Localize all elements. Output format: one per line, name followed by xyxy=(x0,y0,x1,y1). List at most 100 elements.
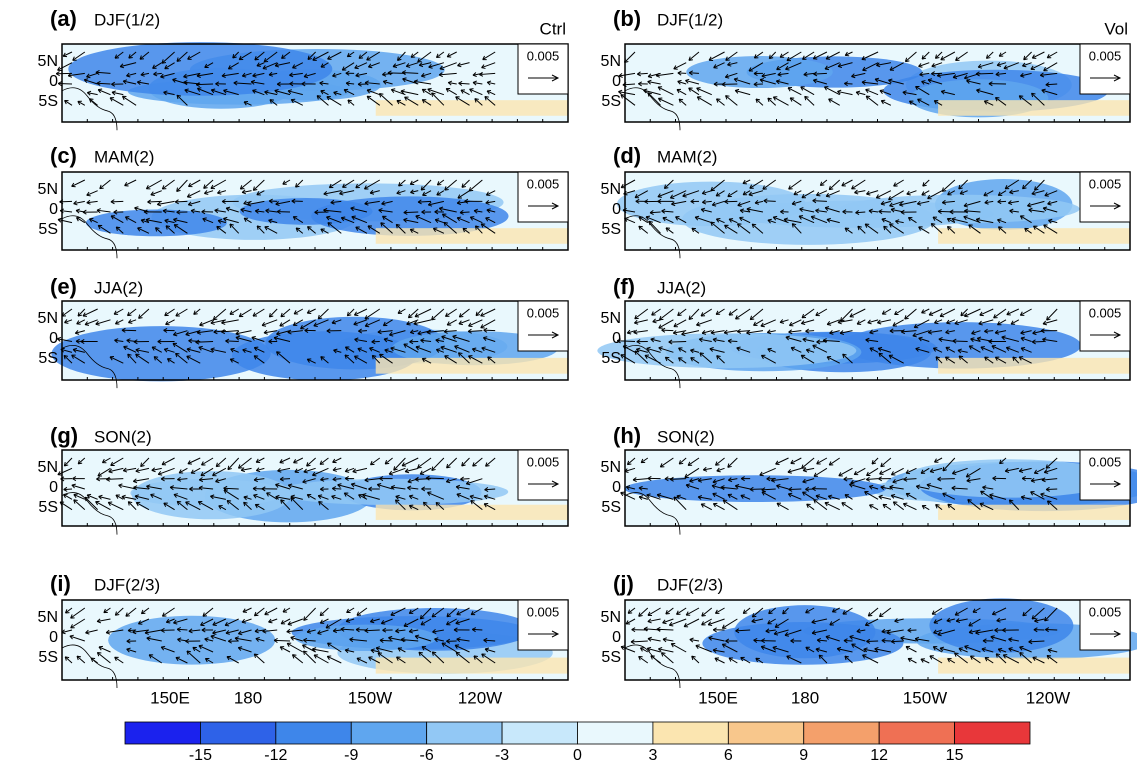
wind-vector xyxy=(225,341,238,342)
colorbar-tick-label: -3 xyxy=(495,747,509,764)
wind-vector xyxy=(891,641,903,642)
panel-title: SON(2) xyxy=(657,427,715,446)
run-label: Ctrl xyxy=(540,19,566,38)
panel-label: (g) xyxy=(50,423,78,448)
shading xyxy=(938,358,1130,374)
colorbar-tick-label: -12 xyxy=(264,747,287,764)
lon-label: 180 xyxy=(791,688,819,707)
colorbar-tick-label: 15 xyxy=(946,747,964,764)
panel-title: JJA(2) xyxy=(94,278,143,297)
lat-label: 5N xyxy=(38,181,58,198)
wind-vector xyxy=(175,201,187,202)
lat-label: 5S xyxy=(38,221,58,238)
shading xyxy=(938,228,1130,244)
reference-value: 0.005 xyxy=(527,305,560,320)
colorbar-tick-label: -9 xyxy=(344,747,358,764)
colorbar-box xyxy=(578,722,653,744)
lat-label: 0 xyxy=(612,330,621,347)
shading xyxy=(86,209,227,236)
reference-value: 0.005 xyxy=(1089,176,1122,191)
lat-label: 5N xyxy=(601,53,621,70)
colorbar-tick-label: -15 xyxy=(189,747,212,764)
reference-value: 0.005 xyxy=(1089,454,1122,469)
reference-value: 0.005 xyxy=(1089,48,1122,63)
reference-value: 0.005 xyxy=(527,176,560,191)
map-panel xyxy=(51,301,568,388)
wind-vector xyxy=(764,201,776,202)
colorbar-box xyxy=(502,722,577,744)
lon-label: 150E xyxy=(698,688,738,707)
reference-value: 0.005 xyxy=(1089,305,1122,320)
lat-label: 5N xyxy=(38,310,58,327)
wind-vector xyxy=(662,330,674,331)
wind-vector xyxy=(484,330,496,331)
shading xyxy=(734,605,875,658)
shading xyxy=(376,658,568,674)
lat-label: 5N xyxy=(601,459,621,476)
map-panel xyxy=(58,450,568,535)
lat-label: 0 xyxy=(49,479,58,496)
map-panel xyxy=(56,42,568,130)
wind-vector xyxy=(380,640,393,641)
lat-label: 0 xyxy=(612,73,621,90)
colorbar-tick-label: 3 xyxy=(648,747,657,764)
lat-label: 5N xyxy=(601,181,621,198)
wind-vector xyxy=(404,212,418,213)
wind-vector xyxy=(670,479,686,480)
shading xyxy=(686,56,833,88)
colorbar-box xyxy=(276,722,351,744)
reference-value: 0.005 xyxy=(527,48,560,63)
shading xyxy=(938,100,1130,116)
lat-label: 5N xyxy=(601,310,621,327)
lat-label: 0 xyxy=(49,73,58,90)
panel-label: (j) xyxy=(613,571,634,596)
lat-label: 5S xyxy=(38,93,58,110)
panel-label: (b) xyxy=(613,6,641,31)
lat-label: 5N xyxy=(38,459,58,476)
panel-title: MAM(2) xyxy=(657,147,717,166)
lat-label: 5N xyxy=(38,609,58,626)
colorbar-box xyxy=(955,722,1030,744)
wind-vector xyxy=(879,211,891,212)
map-panel xyxy=(617,172,1130,258)
wind-vector xyxy=(669,342,686,343)
wind-vector xyxy=(426,478,444,479)
shading xyxy=(295,625,437,651)
wind-vector xyxy=(274,640,290,641)
wind-vector xyxy=(196,84,213,85)
colorbar-box xyxy=(427,722,502,744)
panel-label: (a) xyxy=(50,6,77,31)
map-panel xyxy=(618,44,1130,130)
lat-label: 5S xyxy=(601,499,621,516)
panel-title: DJF(1/2) xyxy=(94,10,160,29)
panel-title: SON(2) xyxy=(94,427,152,446)
lat-label: 5N xyxy=(38,53,58,70)
colorbar-box xyxy=(879,722,954,744)
lat-label: 0 xyxy=(49,201,58,218)
lat-label: 5N xyxy=(601,609,621,626)
map-panel xyxy=(58,172,568,258)
shading xyxy=(108,616,275,665)
reference-value: 0.005 xyxy=(527,454,560,469)
lat-label: 0 xyxy=(612,479,621,496)
map-panel xyxy=(62,600,568,688)
panel-title: DJF(2/3) xyxy=(657,575,723,594)
lon-label: 150W xyxy=(903,688,947,707)
colorbar-box xyxy=(728,722,803,744)
map-panel xyxy=(621,450,1137,535)
colorbar-box xyxy=(200,722,275,744)
panel-label: (h) xyxy=(613,423,641,448)
wind-vector xyxy=(953,341,968,342)
wind-vector xyxy=(1046,489,1057,490)
shading xyxy=(597,333,856,368)
lat-label: 5S xyxy=(38,649,58,666)
colorbar-box xyxy=(125,722,200,744)
lat-label: 5S xyxy=(38,350,58,367)
lat-label: 5S xyxy=(601,221,621,238)
lon-label: 180 xyxy=(234,688,262,707)
lon-label: 150W xyxy=(348,688,392,707)
shading xyxy=(929,598,1073,652)
colorbar-tick-label: -6 xyxy=(420,747,434,764)
panel-label: (d) xyxy=(613,143,641,168)
